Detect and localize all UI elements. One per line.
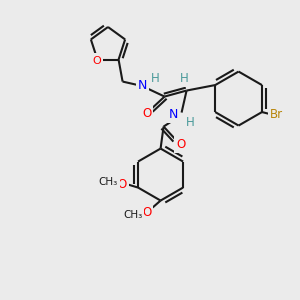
Text: H: H (186, 116, 195, 129)
Text: O: O (176, 138, 185, 151)
Text: N: N (169, 108, 178, 121)
Text: CH₃: CH₃ (123, 210, 142, 220)
Text: O: O (142, 206, 151, 219)
Text: O: O (117, 178, 127, 191)
Text: O: O (142, 107, 151, 120)
Text: Br: Br (270, 108, 283, 121)
Text: H: H (151, 72, 160, 85)
Text: N: N (138, 79, 147, 92)
Text: H: H (180, 72, 189, 85)
Text: CH₃: CH₃ (98, 177, 118, 187)
Text: O: O (92, 56, 101, 66)
